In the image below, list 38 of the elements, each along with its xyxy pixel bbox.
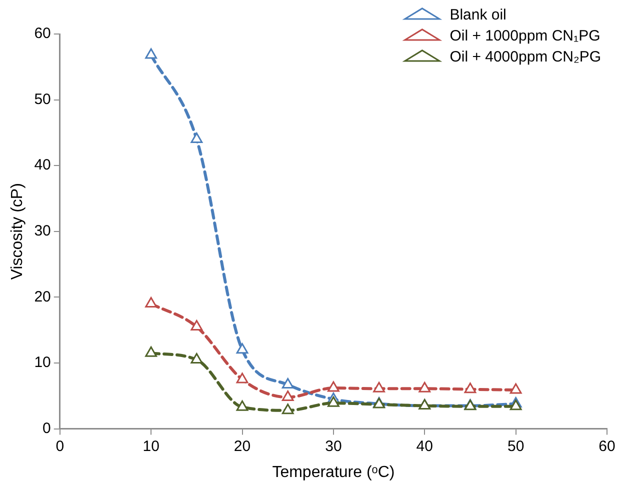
point — [145, 346, 158, 357]
point — [510, 383, 522, 394]
x-axis-title: Temperature (ᵒC) — [272, 464, 395, 481]
y-tick-label: 60 — [34, 25, 51, 42]
point — [190, 352, 203, 364]
point — [418, 382, 431, 392]
point — [190, 320, 203, 331]
point — [373, 382, 385, 392]
y-tick-label: 50 — [34, 90, 51, 108]
point — [190, 132, 203, 144]
x-tick-label: 60 — [598, 438, 616, 455]
point — [236, 343, 248, 354]
point — [236, 400, 248, 411]
x-tick-label: 0 — [56, 438, 64, 455]
point — [145, 297, 158, 308]
y-tick-label: 0 — [42, 420, 51, 437]
point — [464, 382, 476, 394]
y-tick-label: 30 — [34, 222, 51, 240]
point — [327, 396, 340, 407]
x-tick-label: 50 — [507, 438, 524, 455]
legend-label: Blank oil — [450, 6, 506, 24]
legend-label: Oil + 4000ppm CN₂PG — [450, 48, 602, 66]
x-tick-label: 10 — [142, 438, 160, 455]
x-tick-label: 40 — [416, 438, 433, 455]
x-tick-label: 30 — [325, 438, 342, 455]
point — [282, 390, 294, 401]
point — [282, 378, 294, 388]
point — [282, 404, 294, 414]
y-tick-label: 40 — [34, 156, 51, 174]
x-tick-label: 20 — [234, 438, 251, 455]
point — [327, 381, 340, 392]
y-tick-label: 10 — [34, 354, 51, 372]
point — [145, 48, 158, 59]
point — [236, 372, 248, 384]
y-tick-label: 20 — [34, 288, 51, 306]
legend-label: Oil + 1000ppm CN₁PG — [450, 28, 600, 45]
y-axis-title: Viscosity (cP) — [9, 183, 26, 280]
point — [510, 400, 522, 410]
